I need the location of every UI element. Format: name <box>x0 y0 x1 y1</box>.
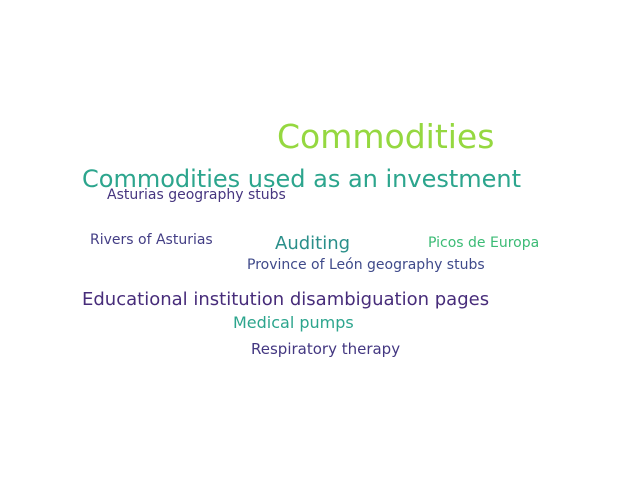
word-rivers-of-asturias: Rivers of Asturias <box>90 232 213 248</box>
word-province-of-leon-geography-stubs: Province of León geography stubs <box>247 257 485 273</box>
word-auditing: Auditing <box>275 233 351 254</box>
word-commodities-used-as-an-investment: Commodities used as an investment <box>82 165 522 193</box>
word-asturias-geography-stubs: Asturias geography stubs <box>107 187 286 203</box>
word-commodities: Commodities <box>277 117 495 156</box>
word-respiratory-therapy: Respiratory therapy <box>251 340 401 358</box>
word-medical-pumps: Medical pumps <box>233 313 354 332</box>
word-picos-de-europa: Picos de Europa <box>428 235 540 251</box>
word-educational-institution-disambiguation-pages: Educational institution disambiguation p… <box>82 289 490 310</box>
